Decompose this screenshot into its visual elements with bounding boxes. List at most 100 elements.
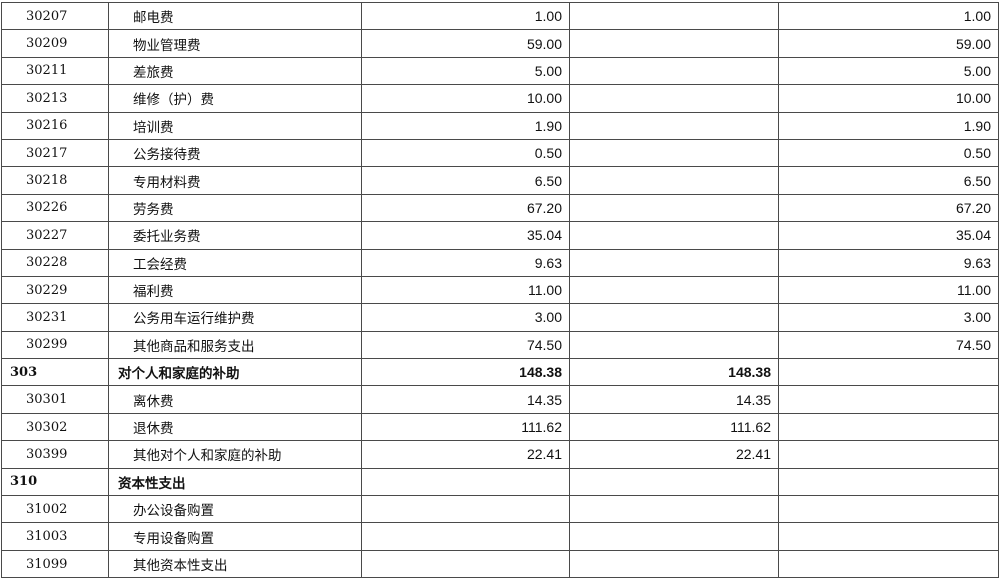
row-value-project: 11.00 [778, 275, 999, 305]
row-value-total: 14.35 [361, 385, 570, 414]
row-name: 专用材料费 [108, 166, 362, 195]
row-name: 维修（护）费 [108, 84, 362, 113]
row-name: 福利费 [108, 275, 362, 305]
row-name: 劳务费 [108, 193, 362, 223]
row-code: 303 [1, 358, 109, 387]
row-value-project: 74.50 [778, 330, 999, 360]
row-name: 委托业务费 [108, 221, 362, 250]
row-value-basic [569, 549, 779, 579]
row-value-total [361, 522, 570, 551]
row-code: 30299 [1, 330, 109, 360]
row-code: 30302 [1, 412, 109, 442]
row-value-basic [569, 84, 779, 113]
row-value-total [361, 495, 570, 524]
row-code: 30227 [1, 221, 109, 250]
row-value-total: 74.50 [361, 330, 570, 360]
row-code: 30209 [1, 29, 109, 58]
row-value-basic [569, 330, 779, 360]
row-value-total: 0.50 [361, 138, 570, 168]
row-name: 办公设备购置 [108, 495, 362, 524]
row-value-basic [569, 303, 779, 332]
row-value-project: 59.00 [778, 29, 999, 58]
row-value-total: 3.00 [361, 303, 570, 332]
row-value-basic [569, 138, 779, 168]
row-value-basic: 22.41 [569, 440, 779, 469]
table-row: 30229 福利费 11.00 11.00 [1, 275, 999, 305]
row-code: 30229 [1, 275, 109, 305]
category-row: 303 对个人和家庭的补助 148.38 148.38 [1, 358, 999, 387]
row-value-total: 9.63 [361, 248, 570, 277]
row-name: 其他资本性支出 [108, 549, 362, 579]
row-name: 公务用车运行维护费 [108, 303, 362, 332]
table-row: 30213 维修（护）费 10.00 10.00 [1, 84, 999, 113]
row-value-basic [569, 29, 779, 58]
row-value-project [778, 385, 999, 414]
row-code: 31002 [1, 495, 109, 524]
row-name: 对个人和家庭的补助 [108, 358, 362, 387]
row-code: 30228 [1, 248, 109, 277]
row-value-basic [569, 275, 779, 305]
row-code: 30213 [1, 84, 109, 113]
row-name: 培训费 [108, 111, 362, 140]
table-row: 31003 专用设备购置 [1, 522, 999, 551]
row-value-total: 1.00 [361, 1, 570, 31]
row-value-project: 35.04 [778, 221, 999, 250]
row-value-project: 5.00 [778, 56, 999, 86]
row-value-project: 3.00 [778, 303, 999, 332]
row-value-total: 6.50 [361, 166, 570, 195]
row-code: 30301 [1, 385, 109, 414]
row-code: 31099 [1, 549, 109, 579]
row-value-total: 1.90 [361, 111, 570, 140]
row-value-basic: 111.62 [569, 412, 779, 442]
row-value-total: 148.38 [361, 358, 570, 387]
row-name: 离休费 [108, 385, 362, 414]
row-value-basic [569, 467, 779, 497]
row-value-project [778, 522, 999, 551]
row-value-project [778, 495, 999, 524]
row-value-project: 0.50 [778, 138, 999, 168]
table-row: 30217 公务接待费 0.50 0.50 [1, 138, 999, 168]
row-value-project: 10.00 [778, 84, 999, 113]
row-value-total: 5.00 [361, 56, 570, 86]
table-row: 30226 劳务费 67.20 67.20 [1, 193, 999, 223]
row-value-total: 59.00 [361, 29, 570, 58]
table-row: 30299 其他商品和服务支出 74.50 74.50 [1, 330, 999, 360]
table-row: 30227 委托业务费 35.04 35.04 [1, 221, 999, 250]
table-row: 30228 工会经费 9.63 9.63 [1, 248, 999, 277]
row-value-project: 6.50 [778, 166, 999, 195]
row-value-project: 1.00 [778, 1, 999, 31]
row-value-project: 67.20 [778, 193, 999, 223]
row-value-basic [569, 193, 779, 223]
row-value-total: 10.00 [361, 84, 570, 113]
row-value-project: 9.63 [778, 248, 999, 277]
row-name: 公务接待费 [108, 138, 362, 168]
row-code: 30216 [1, 111, 109, 140]
table-row: 30301 离休费 14.35 14.35 [1, 385, 999, 414]
category-row: 310 资本性支出 [1, 467, 999, 497]
row-value-total: 67.20 [361, 193, 570, 223]
row-value-project [778, 440, 999, 469]
row-value-total: 111.62 [361, 412, 570, 442]
row-code: 30217 [1, 138, 109, 168]
row-value-basic [569, 221, 779, 250]
row-value-basic [569, 495, 779, 524]
row-name: 物业管理费 [108, 29, 362, 58]
row-name: 资本性支出 [108, 467, 362, 497]
row-value-total: 11.00 [361, 275, 570, 305]
row-value-basic: 14.35 [569, 385, 779, 414]
table-row: 30216 培训费 1.90 1.90 [1, 111, 999, 140]
table-row: 30302 退休费 111.62 111.62 [1, 412, 999, 442]
row-value-project [778, 412, 999, 442]
row-value-basic [569, 522, 779, 551]
row-value-total: 22.41 [361, 440, 570, 469]
row-name: 邮电费 [108, 1, 362, 31]
table-row: 30209 物业管理费 59.00 59.00 [1, 29, 999, 58]
row-code: 30218 [1, 166, 109, 195]
row-value-basic: 148.38 [569, 358, 779, 387]
row-name: 专用设备购置 [108, 522, 362, 551]
row-value-basic [569, 56, 779, 86]
row-name: 差旅费 [108, 56, 362, 86]
table-row: 30399 其他对个人和家庭的补助 22.41 22.41 [1, 440, 999, 469]
row-name: 其他对个人和家庭的补助 [108, 440, 362, 469]
